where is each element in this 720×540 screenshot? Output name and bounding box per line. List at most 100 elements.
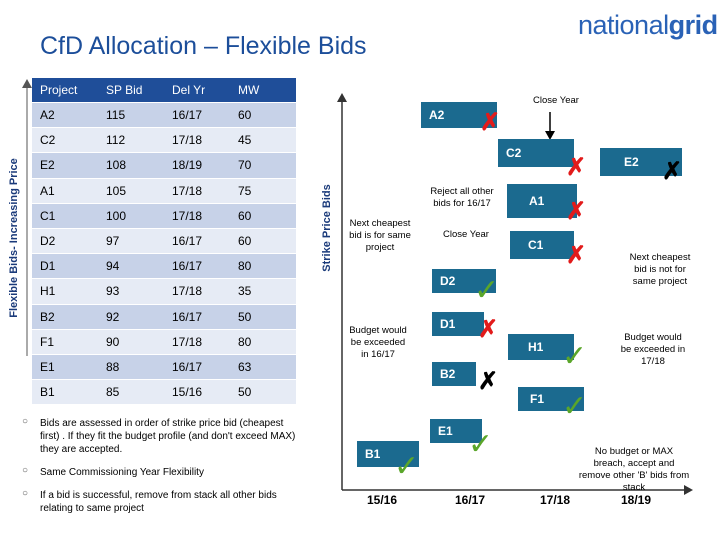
cell: 17/18 (164, 127, 230, 153)
note-close-year-top: Close Year (533, 95, 579, 106)
reject-x-icon: ✗ (478, 316, 499, 343)
year-label-1819: 18/19 (620, 493, 652, 507)
cell: 112 (98, 127, 164, 153)
cell: 45 (230, 127, 296, 153)
bid-box-c2: C2 (498, 139, 574, 167)
logo-text-national: national (578, 10, 669, 40)
cell: C2 (32, 127, 98, 153)
note-budget-1718: Budget would be exceeded in 17/18 (620, 332, 686, 367)
cell: 94 (98, 253, 164, 279)
header-del-yr: Del Yr (164, 78, 230, 103)
cell: H1 (32, 278, 98, 304)
cell: 75 (230, 177, 296, 204)
cell: 90 (98, 328, 164, 355)
table-header-row: Project SP Bid Del Yr MW (32, 78, 296, 103)
note-next-cheapest-same: Next cheapest bid is for same project (349, 218, 411, 253)
bid-box-e2: E2 (600, 148, 682, 176)
year-label-1718: 17/18 (539, 493, 571, 507)
cell: E2 (32, 152, 98, 179)
cell: 85 (98, 379, 164, 405)
note-reject-others: Reject all other bids for 16/17 (430, 186, 494, 209)
accept-check-icon: ✓ (562, 340, 588, 373)
cell: 50 (230, 379, 296, 405)
note-close-year-mid: Close Year (443, 229, 489, 240)
strike-price-axis-label: Strike Price Bids (321, 184, 333, 272)
table-row: F1 90 17/18 80 (32, 328, 296, 355)
table-row: B1 85 15/16 50 (32, 379, 296, 405)
header-mw: MW (230, 78, 296, 103)
cell: 17/18 (164, 278, 230, 304)
table-row: E1 88 16/17 63 (32, 353, 296, 380)
cell: 70 (230, 152, 296, 179)
note-next-cheapest-not-same: Next cheapest bid is not for same projec… (629, 252, 691, 287)
bid-box-d1: D1 (432, 312, 484, 336)
cell: C1 (32, 202, 98, 229)
cell: 60 (230, 101, 296, 128)
note-budget-1617: Budget would be exceeded in 16/17 (349, 325, 407, 360)
reject-x-icon: ✗ (566, 242, 587, 269)
bid-box-e1: E1 (430, 419, 482, 443)
cell: 17/18 (164, 328, 230, 355)
table-row: B2 92 16/17 50 (32, 303, 296, 330)
cell: 115 (98, 101, 164, 128)
bid-box-a1: A1 (507, 184, 577, 218)
cell: 88 (98, 353, 164, 380)
table-row: E2 108 18/19 70 (32, 152, 296, 179)
price-arrow (22, 79, 32, 356)
bullet-icon: ○ (22, 488, 29, 499)
accept-check-icon: ✓ (562, 390, 588, 423)
table-row: A1 105 17/18 75 (32, 177, 296, 204)
cell: 93 (98, 278, 164, 304)
table-row: D1 94 16/17 80 (32, 253, 296, 279)
cell: 63 (230, 353, 296, 380)
bid-box-d2: D2 (432, 269, 496, 293)
accept-check-icon: ✓ (394, 450, 420, 483)
cell: 100 (98, 202, 164, 229)
cell: 35 (230, 278, 296, 304)
cell: 92 (98, 303, 164, 330)
table-row: D2 97 16/17 60 (32, 227, 296, 254)
accept-check-icon: ✓ (474, 274, 500, 307)
cell: 16/17 (164, 227, 230, 254)
cell: 16/17 (164, 101, 230, 128)
cell: 105 (98, 177, 164, 204)
cell: B2 (32, 303, 98, 330)
cell: 97 (98, 227, 164, 254)
table-row: C2 112 17/18 45 (32, 127, 296, 153)
bid-box-c1: C1 (510, 231, 574, 259)
bid-box-b1: B1 (357, 441, 419, 467)
cell: 16/17 (164, 353, 230, 380)
bids-table: Project SP Bid Del Yr MW A2 115 16/17 60 C2… (32, 78, 296, 405)
reject-x-icon: ✗ (566, 198, 587, 225)
cell: A2 (32, 101, 98, 128)
year-label-1516: 15/16 (366, 493, 398, 507)
bullet-icon: ○ (22, 465, 29, 476)
bullet-text-2: Same Commissioning Year Flexibility (40, 467, 204, 478)
national-grid-logo: nationalgrid (578, 10, 718, 41)
reject-x-icon: ✗ (478, 368, 499, 395)
cell: F1 (32, 328, 98, 355)
cell: D2 (32, 227, 98, 254)
reject-x-icon: ✗ (566, 154, 587, 181)
table-row: H1 93 17/18 35 (32, 278, 296, 304)
cell: 17/18 (164, 202, 230, 229)
year-label-1617: 16/17 (454, 493, 486, 507)
cell: E1 (32, 353, 98, 380)
bullet-text-3: If a bid is successful, remove from stac… (40, 490, 277, 514)
cell: 16/17 (164, 303, 230, 330)
cell: 60 (230, 227, 296, 254)
header-project: Project (32, 78, 98, 103)
cell: 18/19 (164, 152, 230, 179)
header-sp-bid: SP Bid (98, 78, 164, 103)
bid-box-h1: H1 (508, 334, 574, 360)
cell: D1 (32, 253, 98, 279)
strike-price-axes (337, 93, 693, 495)
cell: 50 (230, 303, 296, 330)
bid-box-b2: B2 (432, 362, 476, 386)
table-row: C1 100 17/18 60 (32, 202, 296, 229)
accept-check-icon: ✓ (468, 428, 494, 461)
cell: 80 (230, 328, 296, 355)
cell: 15/16 (164, 379, 230, 405)
cell: 60 (230, 202, 296, 229)
bid-box-a2: A2 (421, 102, 497, 128)
